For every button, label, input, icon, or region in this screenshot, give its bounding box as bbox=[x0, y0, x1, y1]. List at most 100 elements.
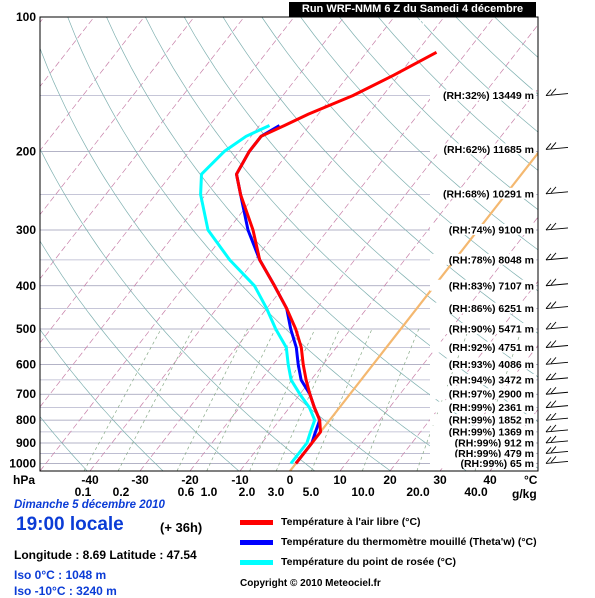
wind-barb-icon bbox=[546, 94, 568, 96]
wind-barb-icon bbox=[546, 406, 568, 408]
mixing-ratio-label: 0.6 bbox=[178, 485, 195, 499]
wind-barb-icon bbox=[546, 441, 568, 443]
level-label: (RH:93%) 4086 m bbox=[449, 359, 534, 371]
wind-barb-icon bbox=[546, 426, 551, 432]
wind-barb-icon bbox=[551, 446, 556, 452]
wind-barb-icon bbox=[546, 341, 551, 347]
temperature-tick-label: -30 bbox=[131, 473, 149, 487]
wind-barb-icon bbox=[546, 224, 551, 230]
wind-barb-icon bbox=[551, 413, 556, 419]
legend-label: Température du point de rosée (°C) bbox=[281, 556, 456, 568]
mixing-ratio-label: 0.2 bbox=[113, 485, 130, 499]
pressure-tick-label: 400 bbox=[16, 279, 36, 293]
wind-barb-icon bbox=[551, 387, 556, 393]
pressure-tick-label: 500 bbox=[16, 322, 36, 336]
wind-barb-icon bbox=[546, 228, 568, 230]
mixing-ratio-line bbox=[177, 329, 248, 471]
legend-swatch-blue bbox=[240, 540, 273, 545]
freezing-level: Iso 0°C : 1048 m bbox=[14, 568, 106, 582]
run-title: Run WRF-NMM 6 Z du Samedi 4 décembre 201… bbox=[289, 2, 536, 17]
wind-barb-icon bbox=[546, 388, 551, 394]
mixing-ratio-label: 1.0 bbox=[201, 485, 218, 499]
pressure-tick-label: 600 bbox=[16, 357, 36, 371]
wind-barb-icon bbox=[546, 457, 551, 463]
wind-barb-icon bbox=[546, 188, 551, 194]
legend-item-temperature: Température à l'air libre (°C) bbox=[240, 516, 421, 530]
level-label: (RH:83%) 7107 m bbox=[449, 280, 534, 292]
level-label: (RH:74%) 9100 m bbox=[449, 224, 534, 236]
forecast-lead: (+ 36h) bbox=[160, 520, 202, 535]
level-label: (RH:68%) 10291 m bbox=[443, 188, 534, 200]
mixing-ratio-line bbox=[311, 329, 372, 471]
mixing-ratio-unit-label: g/kg bbox=[512, 487, 537, 501]
mixing-ratio-label: 3.0 bbox=[268, 485, 285, 499]
wind-barb-icon bbox=[546, 258, 568, 260]
wind-barb-icon bbox=[551, 302, 556, 308]
pressure-tick-label: 300 bbox=[16, 223, 36, 237]
temperature-tick-label: 10 bbox=[333, 473, 347, 487]
wind-barb-icon bbox=[546, 418, 568, 420]
pressure-unit-label: hPa bbox=[13, 473, 35, 487]
legend-item-wetbulb: Température du thermomètre mouillé (Thet… bbox=[240, 536, 537, 550]
temperature-tick-label: 30 bbox=[433, 473, 447, 487]
wind-barb-icon bbox=[551, 223, 556, 229]
wind-barb-icon bbox=[546, 323, 551, 329]
wind-barb-icon bbox=[546, 254, 551, 260]
forecast-time: 19:00 locale bbox=[16, 514, 124, 536]
mixing-ratio-label: 10.0 bbox=[351, 485, 375, 499]
isotherm-line bbox=[0, 17, 94, 471]
location-coordinates: Longitude : 8.69 Latitude : 47.54 bbox=[14, 548, 197, 562]
wind-barb-icon bbox=[546, 378, 568, 380]
wind-barb-icon bbox=[551, 401, 556, 407]
wind-barb-icon bbox=[546, 362, 568, 364]
wind-barb-icon bbox=[546, 327, 568, 329]
wind-barb-icon bbox=[546, 414, 551, 420]
wind-barb-icon bbox=[546, 430, 568, 432]
wind-barb-icon bbox=[546, 447, 551, 453]
temperature-tick-label: 0 bbox=[287, 473, 294, 487]
mixing-ratio-label: 2.0 bbox=[239, 485, 256, 499]
dry-adiabat bbox=[0, 17, 315, 471]
dry-adiabat bbox=[0, 17, 239, 471]
wind-barb-icon bbox=[546, 358, 551, 364]
dry-adiabat bbox=[223, 17, 595, 471]
level-label: (RH:92%) 4751 m bbox=[449, 342, 534, 354]
isotherm-line bbox=[240, 17, 594, 471]
level-label: (RH:62%) 11685 m bbox=[444, 144, 534, 156]
wind-barb-icon bbox=[546, 307, 568, 309]
isotherm-line bbox=[0, 17, 144, 471]
wind-barb-icon bbox=[546, 437, 551, 443]
wind-barb-icon bbox=[551, 253, 556, 259]
dry-adiabat bbox=[0, 17, 163, 471]
wind-barb-icon bbox=[551, 142, 556, 148]
series-line-dewpoint bbox=[201, 126, 315, 464]
level-label: (RH:90%) 5471 m bbox=[449, 324, 534, 336]
wind-barb-icon bbox=[546, 392, 568, 394]
mixing-ratio-line bbox=[362, 329, 419, 471]
legend-item-dewpoint: Température du point de rosée (°C) bbox=[240, 556, 456, 570]
wind-barb-icon bbox=[546, 147, 568, 149]
wind-barb-icon bbox=[546, 280, 551, 286]
level-label: (RH:99%) 1852 m bbox=[449, 415, 534, 427]
wind-barb-icon bbox=[551, 340, 556, 346]
wind-barb-icon bbox=[546, 345, 568, 347]
legend-label: Température à l'air libre (°C) bbox=[281, 516, 421, 528]
pressure-tick-label: 1000 bbox=[9, 456, 36, 470]
dry-adiabat bbox=[29, 17, 391, 471]
temperature-unit-label: °C bbox=[524, 473, 538, 487]
legend-label: Température du thermomètre mouillé (Thet… bbox=[281, 536, 537, 548]
isotherm-line bbox=[0, 17, 244, 471]
wind-barb-icon bbox=[546, 374, 551, 380]
level-label: (RH:32%) 13449 m bbox=[443, 90, 534, 102]
isotherm-line bbox=[0, 17, 194, 471]
pressure-tick-label: 700 bbox=[16, 387, 36, 401]
wind-barb-icon bbox=[546, 192, 568, 194]
level-label: (RH:86%) 6251 m bbox=[449, 303, 534, 315]
legend-swatch-cyan bbox=[240, 560, 273, 565]
temperature-tick-label: 20 bbox=[383, 473, 397, 487]
wind-barb-icon bbox=[551, 425, 556, 431]
mixing-ratio-label: 40.0 bbox=[464, 485, 488, 499]
pressure-tick-label: 900 bbox=[16, 436, 36, 450]
wind-barb-icon bbox=[551, 89, 556, 95]
wind-barb-icon bbox=[551, 456, 556, 462]
